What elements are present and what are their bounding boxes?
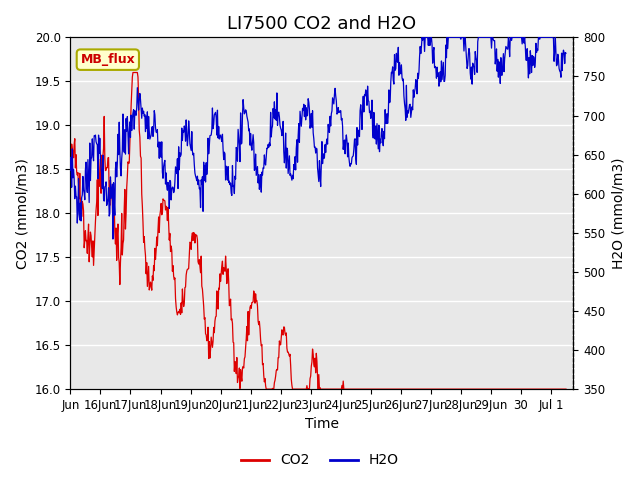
Title: LI7500 CO2 and H2O: LI7500 CO2 and H2O	[227, 15, 417, 33]
Legend: CO2, H2O: CO2, H2O	[236, 448, 404, 473]
Text: MB_flux: MB_flux	[81, 53, 135, 66]
Y-axis label: H2O (mmol/m3): H2O (mmol/m3)	[611, 157, 625, 269]
X-axis label: Time: Time	[305, 418, 339, 432]
Y-axis label: CO2 (mmol/m3): CO2 (mmol/m3)	[15, 158, 29, 269]
